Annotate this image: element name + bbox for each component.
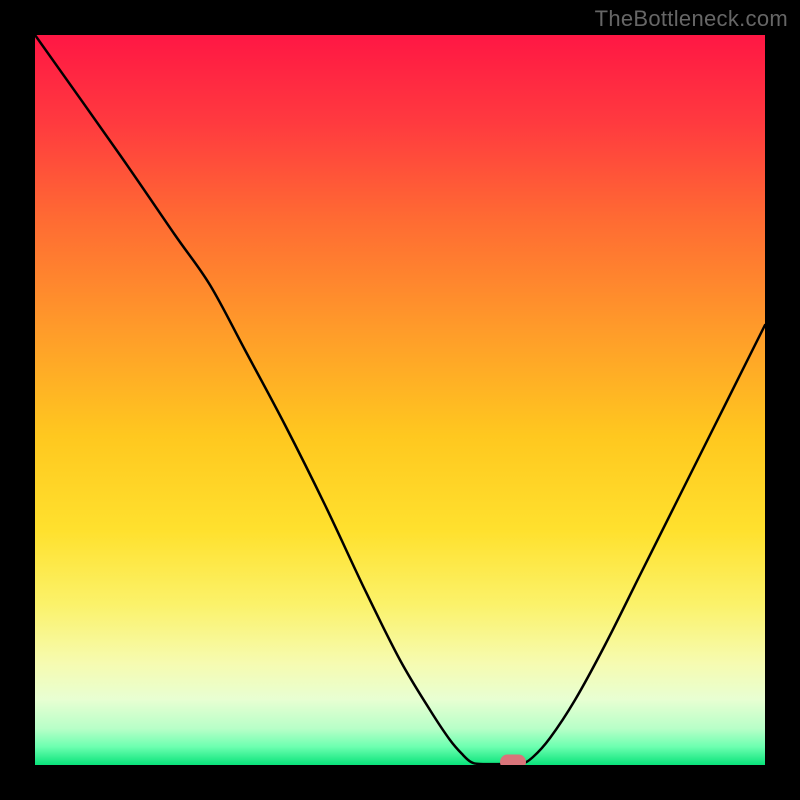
optimal-point-marker — [500, 755, 526, 766]
plot-area — [35, 35, 765, 765]
bottleneck-curve — [35, 35, 765, 765]
watermark-text: TheBottleneck.com — [595, 6, 788, 32]
chart-frame: TheBottleneck.com — [0, 0, 800, 800]
